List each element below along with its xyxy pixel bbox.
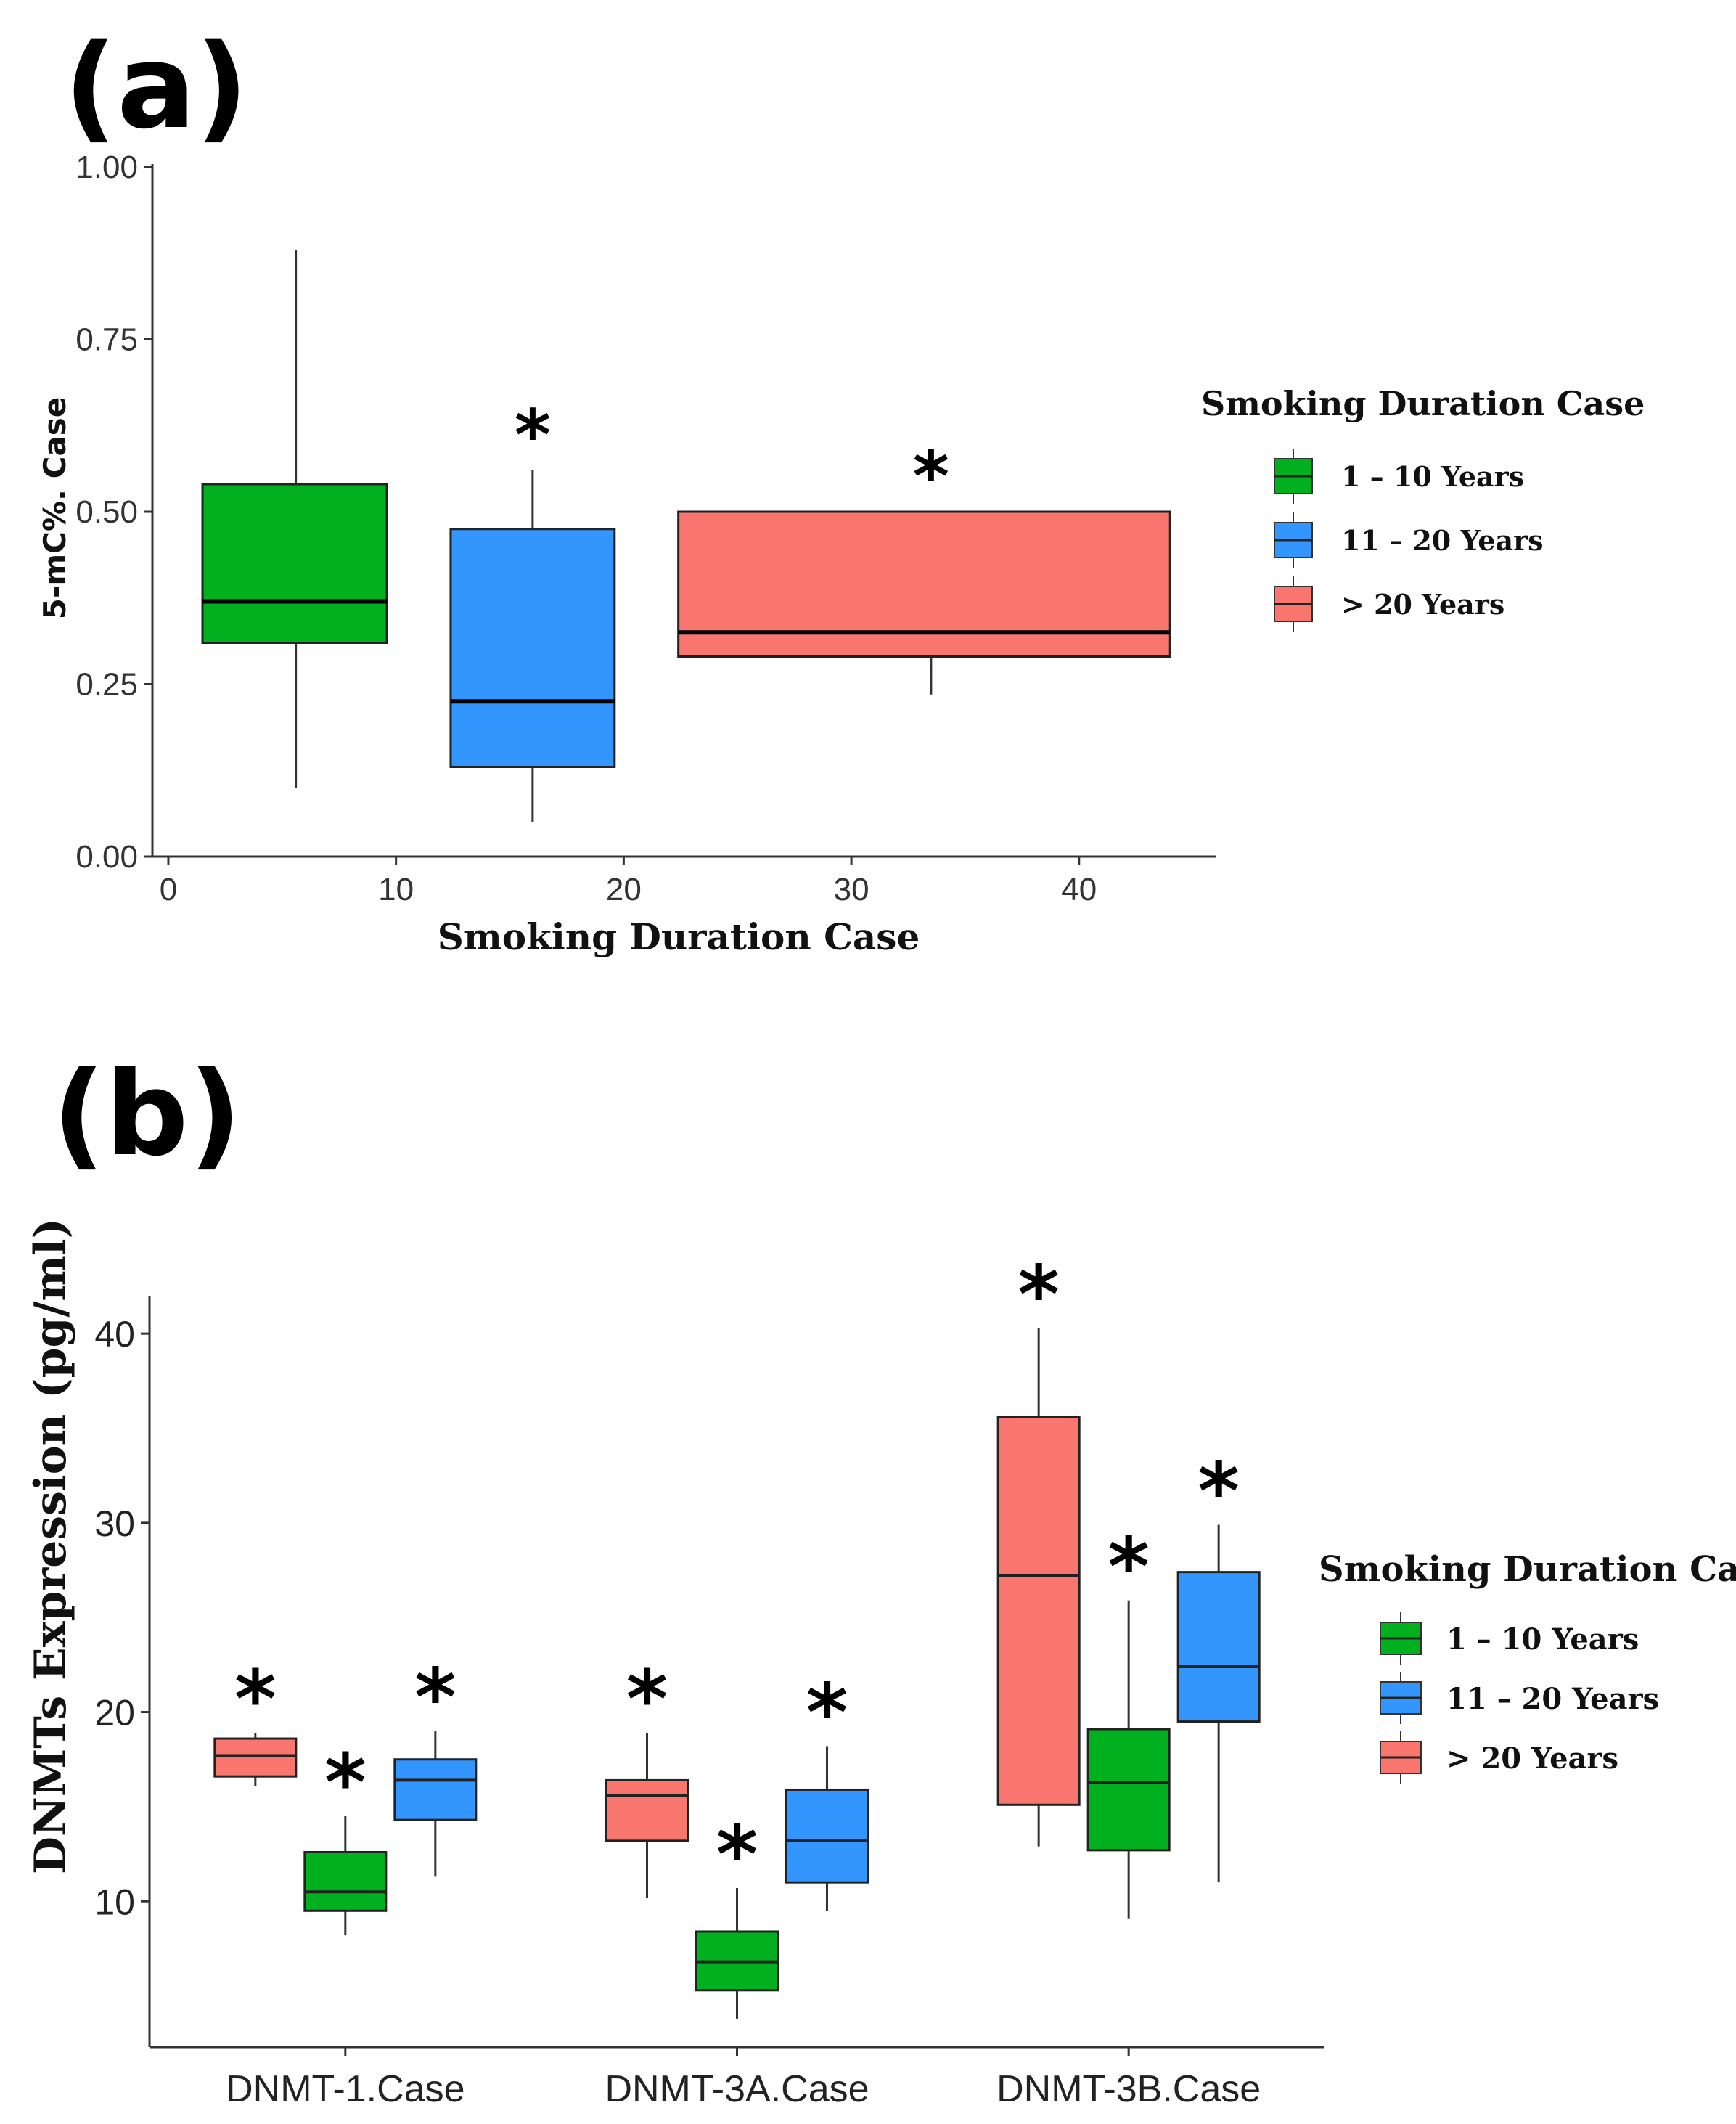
panel-a-y-tick-label: 0.25 (75, 667, 138, 703)
box-body (605, 1778, 689, 1842)
panel-a-y-tick-label: 1.00 (75, 150, 138, 185)
panel-a-chart: ** 0.000.250.500.751.000 10 20 30 40 Smoking… (37, 150, 1645, 958)
legend-label: 1 – 10 Years (1446, 1622, 1639, 1657)
box-body (449, 528, 616, 768)
panel-b-label: (b) (52, 1046, 242, 1182)
panel-b-y-tick-label: 20 (94, 1693, 135, 1733)
panel-a-legend: Smoking Duration Case 1 – 10 Years 11 – 2… (1201, 384, 1645, 632)
panel-b-x-tick-label: DNMT-3B.Case (996, 2068, 1261, 2110)
panel-b-box: * (996, 1248, 1081, 1847)
panel-a-label: (a) (64, 19, 248, 155)
panel-a-legend-title: Smoking Duration Case (1201, 384, 1645, 423)
panel-b-box: * (785, 1666, 869, 1911)
panel-b-box: * (213, 1653, 298, 1786)
significance-star: * (515, 395, 551, 476)
significance-star: * (324, 1736, 367, 1829)
panel-b-legend-item: 11 – 20 Years (1380, 1672, 1659, 1724)
legend-label: 1 – 10 Years (1341, 460, 1524, 493)
significance-star: * (1018, 1248, 1060, 1341)
panel-b-box: * (393, 1651, 478, 1877)
box-body (996, 1416, 1081, 1806)
panel-a-axes: 0.00 0.25 0.50 0.75 1.00 0 10 20 30 40 (75, 150, 1216, 907)
significance-star: * (414, 1651, 456, 1744)
significance-star: * (1197, 1445, 1240, 1537)
panel-a-x-tick-label: 40 (1061, 872, 1097, 907)
panel-a-x-tick-label: 0 (160, 872, 177, 907)
box-body (1086, 1728, 1171, 1852)
significance-star: * (806, 1666, 848, 1759)
significance-star: * (716, 1808, 758, 1901)
panel-b-legend-item: 1 – 10 Years (1380, 1612, 1639, 1665)
panel-b-y-axis-title: DNMTs Expression (pg/ml) (25, 1218, 76, 1874)
panel-b-box: * (605, 1653, 689, 1898)
panel-b-x-tick-label: DNMT-3A.Case (605, 2068, 869, 2110)
panel-a-x-tick-label: 30 (834, 872, 869, 907)
panel-a-y-tick-label: 0.50 (75, 494, 138, 530)
panel-a-legend-item: 11 – 20 Years (1274, 512, 1544, 568)
panel-a-legend-item: > 20 Years (1274, 576, 1504, 632)
box-body (393, 1758, 478, 1821)
significance-star: * (913, 436, 949, 518)
box-body (677, 510, 1171, 658)
box-body (785, 1788, 869, 1884)
panel-a-legend-item: 1 – 10 Years (1274, 449, 1524, 504)
significance-star: * (1107, 1521, 1150, 1614)
legend-label: 11 – 20 Years (1446, 1682, 1659, 1716)
legend-label: > 20 Years (1341, 588, 1504, 621)
panel-a-box (201, 250, 388, 788)
panel-b-box: * (695, 1808, 779, 2019)
panel-a-x-axis-title: Smoking Duration Case (438, 915, 920, 958)
panel-a-y-tick-label: 0.00 (75, 839, 138, 875)
panel-b-box: * (1086, 1521, 1171, 1919)
panel-b-box: * (1176, 1445, 1261, 1883)
box-body (213, 1737, 298, 1778)
panel-a-y-axis-title: 5-mC%. Case (37, 397, 73, 620)
panel-b-chart: * * * * * * * * * 10 20 30 40 DNMT-1.Case DNMT-3A.Cas… (25, 1218, 1736, 2110)
panel-b-y-tick-label: 40 (94, 1314, 135, 1355)
legend-label: 11 – 20 Years (1341, 524, 1544, 557)
panel-a-box: * (677, 436, 1171, 695)
legend-label: > 20 Years (1446, 1741, 1618, 1776)
box-body (303, 1850, 388, 1912)
panel-b-legend-title: Smoking Duration Case (1319, 1549, 1736, 1590)
panel-b-y-tick-label: 30 (94, 1503, 135, 1544)
panel-b-y-tick-label: 10 (94, 1882, 135, 1922)
box-body (1176, 1571, 1261, 1723)
panel-b-box: * (303, 1736, 388, 1936)
panel-b-x-tick-label: DNMT-1.Case (226, 2068, 464, 2110)
panel-b-boxes: * * * * * * * * * (213, 1248, 1261, 2019)
significance-star: * (234, 1653, 277, 1746)
panel-b-legend: Smoking Duration Case 1 – 10 Years 11 – 2… (1319, 1549, 1736, 1784)
significance-star: * (626, 1653, 668, 1746)
panel-a-box: * (449, 395, 616, 822)
panel-a-boxes: ** (201, 250, 1171, 822)
panel-a-x-tick-label: 20 (606, 872, 642, 907)
panel-a-x-tick-label: 10 (378, 872, 414, 907)
panel-b-legend-item: > 20 Years (1380, 1731, 1618, 1784)
panel-b-axes: 10 20 30 40 DNMT-1.Case DNMT-3A.Case DNMT-3B.C… (94, 1296, 1324, 2110)
box-body (201, 483, 388, 644)
panel-a-y-tick-label: 0.75 (75, 322, 138, 358)
